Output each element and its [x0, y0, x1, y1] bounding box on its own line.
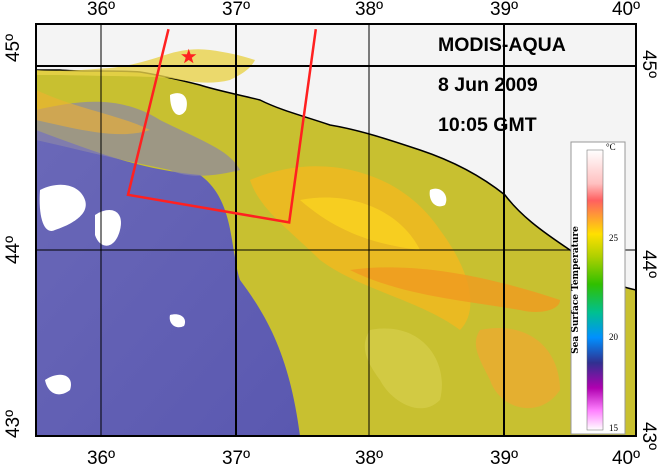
- cloud-patch-1: [39, 184, 86, 231]
- cloud-patch-6: [169, 314, 186, 328]
- cloud-patch-3: [45, 374, 71, 395]
- warm-eddy-core: [300, 197, 420, 250]
- cold-water-area: [36, 130, 300, 436]
- lon-tick-top-39: 39º: [489, 0, 519, 20]
- lon-tick-bottom-40: 40º: [611, 448, 641, 469]
- lat-tick-left-45: 45º: [3, 33, 24, 63]
- lon-tick-bottom-38: 38º: [354, 448, 384, 469]
- lon-tick-top-40: 40º: [611, 0, 641, 20]
- warm-front: [350, 267, 560, 312]
- colorbar-title: Sea Surface Temperature: [571, 226, 581, 354]
- coastal-warm-band: [36, 90, 150, 135]
- station-star-marker: [181, 48, 197, 64]
- cloud-patch-4: [170, 93, 187, 115]
- lon-tick-bottom-36: 36º: [86, 448, 116, 469]
- lon-tick-top-37: 37º: [221, 0, 251, 20]
- warm-eddy-2: [475, 328, 560, 409]
- lat-tick-right-43: 43º: [638, 421, 659, 451]
- study-area-polygon: [126, 28, 318, 224]
- colorbar-scale: [586, 149, 604, 431]
- cloud-patch-5: [429, 188, 447, 207]
- lon-tick-top-38: 38º: [354, 0, 384, 20]
- lon-tick-bottom-37: 37º: [221, 448, 251, 469]
- colorbar-tick-20: 20: [609, 332, 618, 342]
- lon-tick-bottom-39: 39º: [489, 448, 519, 469]
- sensor-label: MODIS-AQUA: [438, 34, 566, 56]
- colorbar-unit: °C: [606, 142, 616, 152]
- date-label: 8 Jun 2009: [438, 74, 538, 96]
- lat-tick-left-43: 43º: [3, 409, 24, 439]
- swirl-3: [364, 328, 442, 409]
- lat-tick-right-45: 45º: [638, 49, 659, 79]
- time-label: 10:05 GMT: [438, 114, 537, 136]
- colorbar-tick-25: 25: [609, 233, 618, 243]
- graticule: [36, 24, 636, 436]
- star-shape: [181, 48, 197, 64]
- lat-tick-left-44: 44º: [3, 235, 24, 265]
- map-frame: [35, 23, 637, 437]
- sst-field: [36, 24, 636, 436]
- lon-tick-top-36: 36º: [86, 0, 116, 20]
- lat-tick-right-44: 44º: [638, 249, 659, 279]
- colorbar-tick-15: 15: [609, 423, 618, 433]
